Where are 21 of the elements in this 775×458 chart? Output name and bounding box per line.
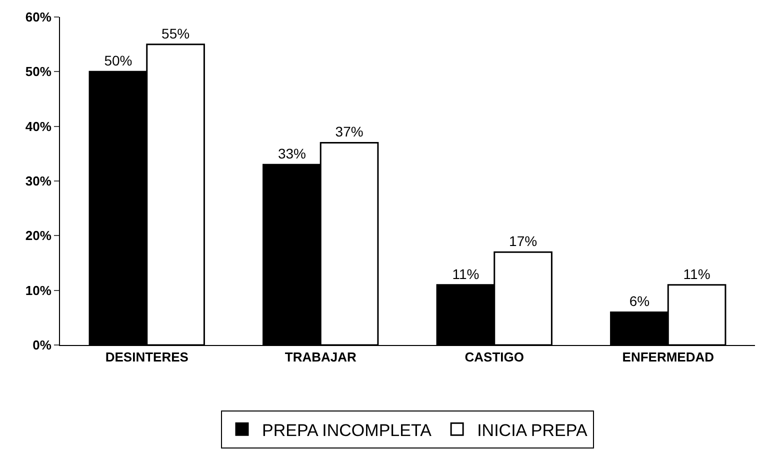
data-label: 37% bbox=[335, 124, 364, 140]
y-tick-label: 0% bbox=[32, 338, 52, 353]
y-tick-label: 40% bbox=[25, 118, 52, 134]
data-label: 6% bbox=[629, 293, 650, 310]
data-label: 50% bbox=[104, 52, 132, 69]
data-label: 33% bbox=[278, 146, 306, 162]
data-label: 55% bbox=[162, 25, 190, 42]
x-tick-label: TRABAJAR bbox=[284, 350, 357, 365]
x-tick-label: ENFERMEDAD bbox=[622, 350, 714, 365]
x-tick-label: CASTIGO bbox=[464, 350, 524, 365]
legend-label: PREPA INCOMPLETA bbox=[262, 420, 432, 440]
x-tick-label: DESINTERES bbox=[105, 350, 189, 365]
data-label: 11% bbox=[683, 266, 710, 282]
y-tick-label: 30% bbox=[25, 174, 52, 189]
y-tick-label: 10% bbox=[25, 282, 52, 298]
legend-label: INICIA PREPA bbox=[477, 420, 588, 440]
data-label: 11% bbox=[452, 266, 480, 282]
y-tick-label: 20% bbox=[25, 228, 52, 244]
data-label: 17% bbox=[509, 233, 538, 250]
y-tick-label: 60% bbox=[25, 10, 52, 25]
y-tick-label: 50% bbox=[25, 64, 52, 80]
